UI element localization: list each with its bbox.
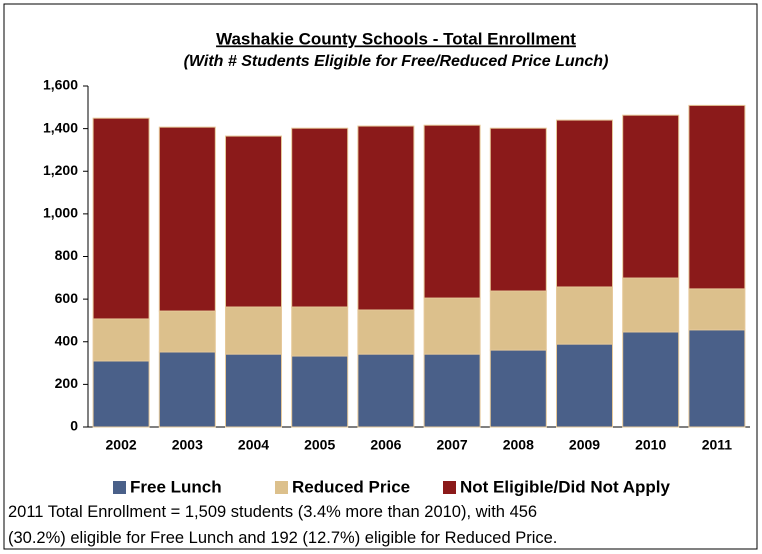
- footnote: 2011 Total Enrollment = 1,509 students (…: [8, 503, 538, 521]
- bar-segment: [688, 329, 746, 428]
- bar-segment: [423, 124, 481, 299]
- legend-label: Not Eligible/Did Not Apply: [460, 477, 671, 496]
- x-tick-label: 2003: [172, 437, 203, 453]
- bar-segment: [423, 353, 481, 428]
- y-tick-label: 600: [55, 290, 79, 306]
- y-tick-label: 1,200: [43, 162, 78, 178]
- x-tick-label: 2011: [702, 437, 733, 453]
- bar-segment: [357, 353, 415, 428]
- legend-label: Free Lunch: [130, 477, 222, 496]
- legend-swatch: [113, 481, 126, 494]
- bar-segment: [489, 127, 547, 292]
- x-tick-label: 2010: [635, 437, 666, 453]
- bar-segment: [489, 349, 547, 428]
- frame: [3, 3, 758, 550]
- chart-title: Washakie County Schools - Total Enrollme…: [216, 29, 576, 48]
- y-tick-label: 800: [55, 247, 79, 263]
- bar-segment: [158, 351, 216, 428]
- bar-segment: [158, 310, 216, 353]
- bar-segment: [158, 126, 216, 312]
- legend-label: Reduced Price: [292, 477, 410, 496]
- footnote: (30.2%) eligible for Free Lunch and 192 …: [8, 529, 558, 547]
- x-tick-label: 2004: [238, 437, 269, 453]
- bar-segment: [688, 104, 746, 290]
- bar-segment: [688, 288, 746, 331]
- chart-subtitle: (With # Students Eligible for Free/Reduc…: [184, 53, 609, 70]
- bar-segment: [92, 117, 150, 320]
- y-tick-label: 0: [70, 418, 78, 434]
- bar-segment: [92, 318, 150, 362]
- y-tick-label: 1,400: [43, 119, 78, 135]
- y-tick-label: 400: [55, 332, 79, 348]
- legend-swatch: [275, 481, 288, 494]
- bar-segment: [489, 290, 547, 351]
- bar-segment: [291, 355, 349, 428]
- bar-segment: [225, 306, 282, 355]
- bar-segment: [291, 306, 349, 357]
- x-tick-label: 2007: [437, 437, 468, 453]
- y-tick-label: 1,000: [43, 205, 78, 221]
- y-tick-label: 1,600: [43, 77, 78, 93]
- x-tick-label: 2002: [106, 437, 137, 453]
- legend-swatch: [443, 481, 456, 494]
- bar-segment: [291, 127, 349, 308]
- x-tick-label: 2005: [304, 437, 335, 453]
- bar-segment: [225, 135, 282, 308]
- bar-segment: [622, 331, 680, 428]
- x-tick-label: 2006: [370, 437, 401, 453]
- bar-segment: [556, 286, 613, 345]
- y-tick-label: 200: [55, 375, 79, 391]
- x-tick-label: 2008: [503, 437, 534, 453]
- bar-segment: [622, 277, 680, 333]
- bar-segment: [357, 309, 415, 355]
- bar-segment: [556, 119, 613, 288]
- x-tick-label: 2009: [569, 437, 600, 453]
- bar-segment: [622, 114, 680, 279]
- bar-segment: [357, 125, 415, 311]
- bar-segment: [225, 353, 282, 428]
- bar-segment: [556, 343, 613, 428]
- bar-segment: [423, 297, 481, 355]
- bar-segment: [92, 360, 150, 428]
